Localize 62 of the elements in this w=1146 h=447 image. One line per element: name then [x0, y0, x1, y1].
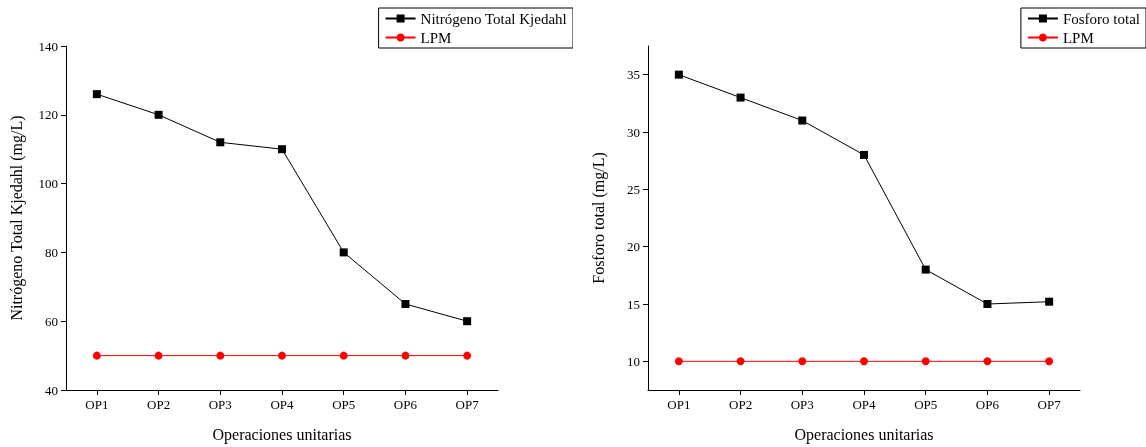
y-tick-label: 100: [38, 176, 58, 192]
point: [216, 351, 225, 360]
y-tick-label: 60: [45, 313, 58, 329]
x-tick-label: OP7: [455, 397, 480, 412]
y-tick-label: 15: [627, 296, 640, 312]
point: [278, 351, 286, 360]
x-tick-label: OP7: [1037, 397, 1062, 412]
x-tick-label: OP5: [332, 397, 356, 412]
x-tick-label: OP6: [393, 397, 418, 412]
point: [1045, 297, 1054, 306]
x-axis-title: Operaciones unitarias: [794, 425, 934, 444]
point: [339, 351, 348, 360]
point: [154, 351, 163, 360]
point: [674, 357, 683, 366]
point: [154, 110, 163, 119]
point: [216, 138, 225, 147]
point: [860, 357, 868, 366]
y-tick-label: 10: [627, 353, 640, 369]
x-tick-label: OP2: [147, 397, 171, 412]
y-tick-label: 120: [38, 107, 58, 123]
x-tick-label: OP1: [667, 397, 691, 412]
y-axis-title: Nitrógeno Total Kjedahl (mg/L): [7, 115, 26, 321]
y-tick-label: 40: [45, 382, 58, 398]
point: [921, 265, 930, 274]
legend-label: Fosforo total: [1062, 10, 1141, 27]
point: [463, 351, 472, 360]
y-tick-label: 20: [627, 239, 640, 255]
point: [278, 145, 286, 154]
x-tick-label: OP2: [729, 397, 753, 412]
point: [463, 317, 472, 326]
y-tick-label: 80: [45, 244, 58, 260]
point: [921, 357, 930, 366]
point: [674, 70, 683, 79]
x-tick-label: OP4: [270, 397, 295, 412]
point: [736, 93, 745, 102]
y-tick-label: 25: [627, 181, 640, 197]
y-tick-label: 30: [627, 124, 640, 140]
x-tick-label: OP4: [852, 397, 877, 412]
y-axis-title: Fosforo total (mg/L): [589, 152, 608, 284]
point: [339, 248, 348, 257]
point: [401, 351, 410, 360]
y-tick-label: 140: [38, 38, 58, 54]
x-tick-label: OP1: [85, 397, 109, 412]
point: [92, 90, 101, 99]
point: [983, 300, 992, 308]
point: [736, 357, 745, 366]
x-axis-title: Operaciones unitarias: [212, 425, 352, 444]
point: [401, 300, 410, 308]
point: [983, 357, 992, 366]
x-tick-label: OP5: [914, 397, 938, 412]
legend-label: LPM: [420, 29, 452, 46]
x-tick-label: OP3: [790, 397, 814, 412]
point: [92, 351, 101, 360]
point: [798, 116, 807, 125]
point: [860, 150, 868, 159]
legend-label: LPM: [1062, 29, 1094, 46]
legend-label: Nitrógeno Total Kjedahl: [420, 10, 567, 27]
point: [798, 357, 807, 366]
y-tick-label: 35: [627, 67, 640, 83]
point: [1045, 357, 1054, 366]
x-tick-label: OP3: [208, 397, 232, 412]
x-tick-label: OP6: [975, 397, 1000, 412]
